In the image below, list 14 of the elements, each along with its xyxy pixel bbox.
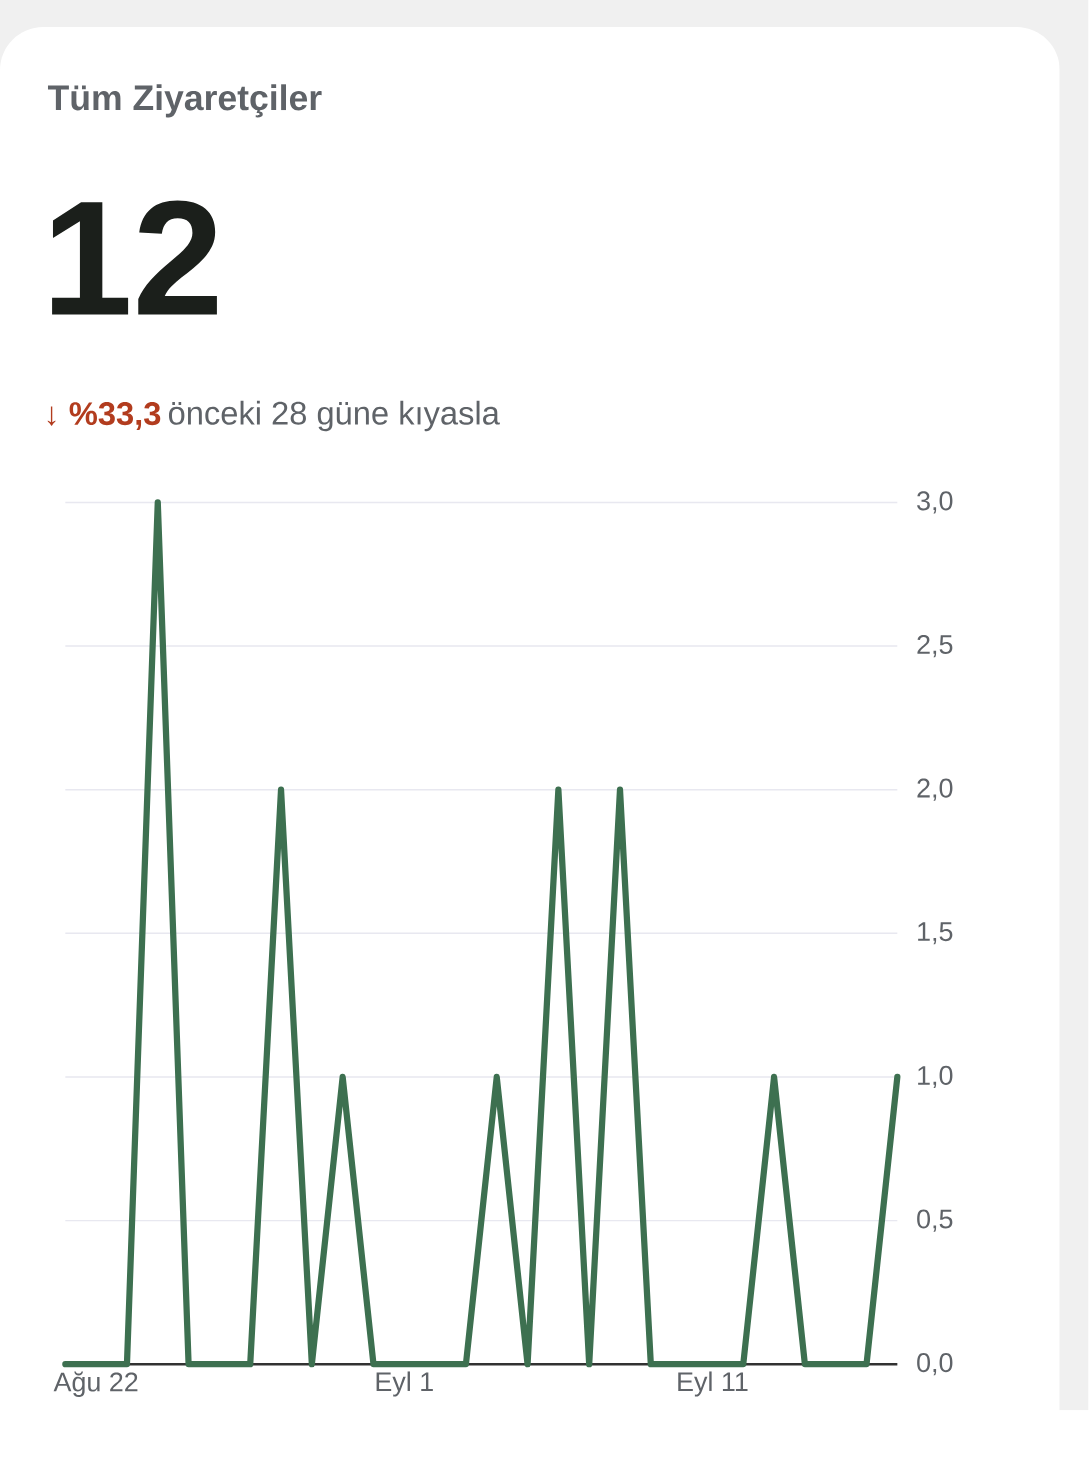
y-tick-label: 0,0 <box>917 1353 953 1376</box>
y-tick-label: 1,5 <box>918 922 953 945</box>
y-tick-label: 1,0 <box>918 1065 953 1089</box>
y-tick-label: 0,5 <box>917 1209 953 1232</box>
y-tick-label: 2,0 <box>917 778 953 801</box>
x-tick-label: Ağu 22 <box>53 1371 138 1397</box>
text: ↓ %33,3 <box>48 402 161 430</box>
chart-title: Tüm Ziyaretçiler <box>48 84 322 118</box>
y-tick-label: 2,5 <box>917 634 953 658</box>
x-tick-label: Eyl 11 <box>678 1371 748 1397</box>
text: önceki 28 güne kıyasla <box>169 400 501 432</box>
x-tick-label: Eyl 1 <box>376 1371 434 1397</box>
y-tick-label: 3,0 <box>917 491 953 514</box>
chart-subtitle: 12 <box>52 200 218 315</box>
